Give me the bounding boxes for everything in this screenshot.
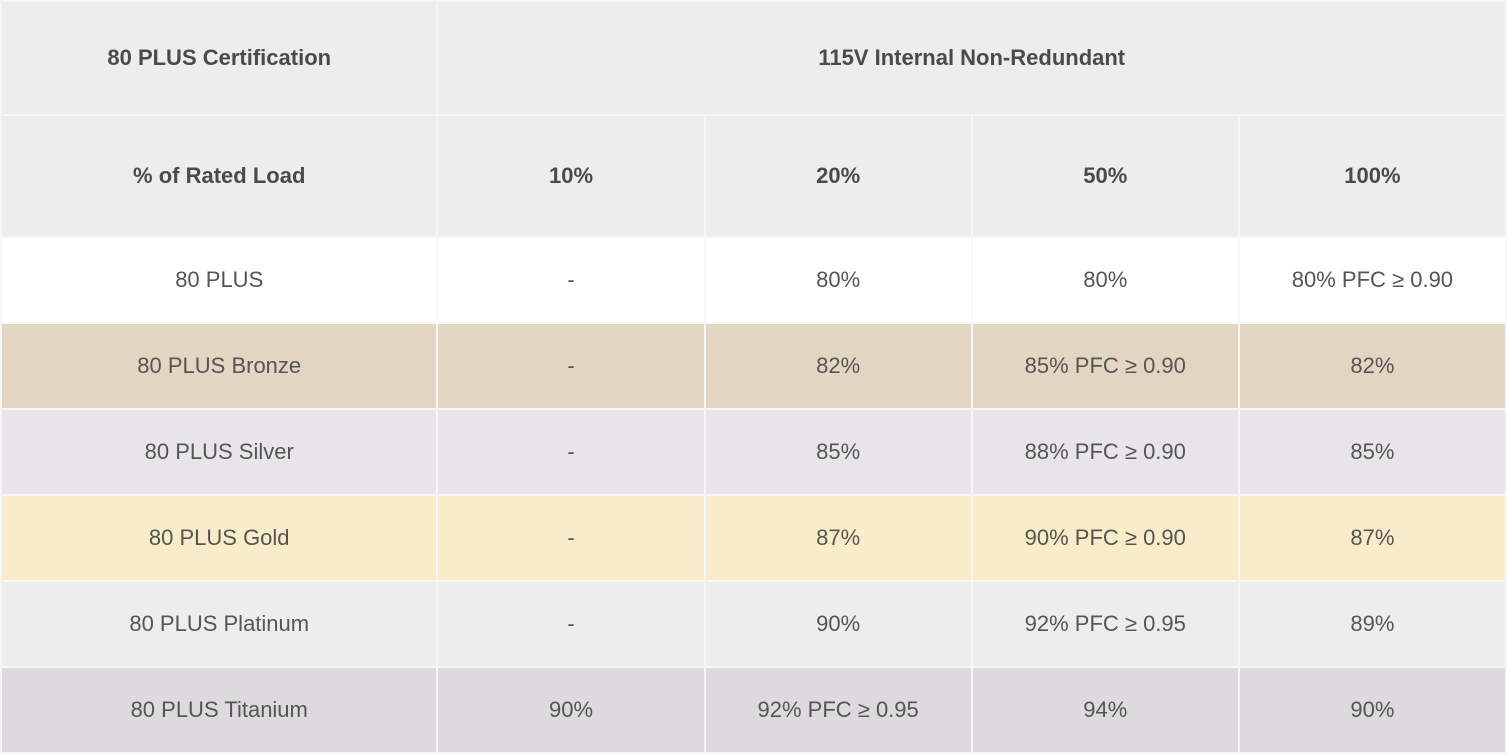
certification-table: 80 PLUS Certification 115V Internal Non-… bbox=[0, 0, 1507, 754]
row-label: 80 PLUS bbox=[1, 237, 437, 323]
row-cell: 90% bbox=[1239, 667, 1506, 753]
row-cell: 87% bbox=[1239, 495, 1506, 581]
row-cell: 89% bbox=[1239, 581, 1506, 667]
row-label: 80 PLUS Bronze bbox=[1, 323, 437, 409]
row-cell: - bbox=[437, 323, 704, 409]
table-row: 80 PLUS Bronze - 82% 85% PFC ≥ 0.90 82% bbox=[1, 323, 1506, 409]
row-cell: - bbox=[437, 495, 704, 581]
row-cell: 92% PFC ≥ 0.95 bbox=[705, 667, 972, 753]
row-cell: 85% PFC ≥ 0.90 bbox=[972, 323, 1239, 409]
table-container: 80 PLUS Certification 115V Internal Non-… bbox=[0, 0, 1507, 754]
row-cell: 80% PFC ≥ 0.90 bbox=[1239, 237, 1506, 323]
row-cell: - bbox=[437, 237, 704, 323]
row-label: 80 PLUS Platinum bbox=[1, 581, 437, 667]
row-cell: 88% PFC ≥ 0.90 bbox=[972, 409, 1239, 495]
table-row: 80 PLUS Platinum - 90% 92% PFC ≥ 0.95 89… bbox=[1, 581, 1506, 667]
row-cell: 82% bbox=[1239, 323, 1506, 409]
subheader-label-cell: % of Rated Load bbox=[1, 115, 437, 237]
row-cell: 82% bbox=[705, 323, 972, 409]
table-row: 80 PLUS Gold - 87% 90% PFC ≥ 0.90 87% bbox=[1, 495, 1506, 581]
row-cell: 87% bbox=[705, 495, 972, 581]
col-20pct: 20% bbox=[705, 115, 972, 237]
row-cell: 85% bbox=[1239, 409, 1506, 495]
header-title-cell: 80 PLUS Certification bbox=[1, 1, 437, 115]
row-label: 80 PLUS Gold bbox=[1, 495, 437, 581]
col-50pct: 50% bbox=[972, 115, 1239, 237]
header-group-cell: 115V Internal Non-Redundant bbox=[437, 1, 1506, 115]
row-cell: 90% bbox=[437, 667, 704, 753]
row-cell: 90% bbox=[705, 581, 972, 667]
col-100pct: 100% bbox=[1239, 115, 1506, 237]
row-cell: 94% bbox=[972, 667, 1239, 753]
table-header-row-1: 80 PLUS Certification 115V Internal Non-… bbox=[1, 1, 1506, 115]
table-row: 80 PLUS - 80% 80% 80% PFC ≥ 0.90 bbox=[1, 237, 1506, 323]
table-header-row-2: % of Rated Load 10% 20% 50% 100% bbox=[1, 115, 1506, 237]
row-label: 80 PLUS Silver bbox=[1, 409, 437, 495]
table-row: 80 PLUS Titanium 90% 92% PFC ≥ 0.95 94% … bbox=[1, 667, 1506, 753]
table-body: 80 PLUS - 80% 80% 80% PFC ≥ 0.90 80 PLUS… bbox=[1, 237, 1506, 753]
row-cell: - bbox=[437, 581, 704, 667]
row-cell: - bbox=[437, 409, 704, 495]
col-10pct: 10% bbox=[437, 115, 704, 237]
row-cell: 92% PFC ≥ 0.95 bbox=[972, 581, 1239, 667]
row-label: 80 PLUS Titanium bbox=[1, 667, 437, 753]
row-cell: 80% bbox=[705, 237, 972, 323]
row-cell: 85% bbox=[705, 409, 972, 495]
table-row: 80 PLUS Silver - 85% 88% PFC ≥ 0.90 85% bbox=[1, 409, 1506, 495]
row-cell: 80% bbox=[972, 237, 1239, 323]
row-cell: 90% PFC ≥ 0.90 bbox=[972, 495, 1239, 581]
